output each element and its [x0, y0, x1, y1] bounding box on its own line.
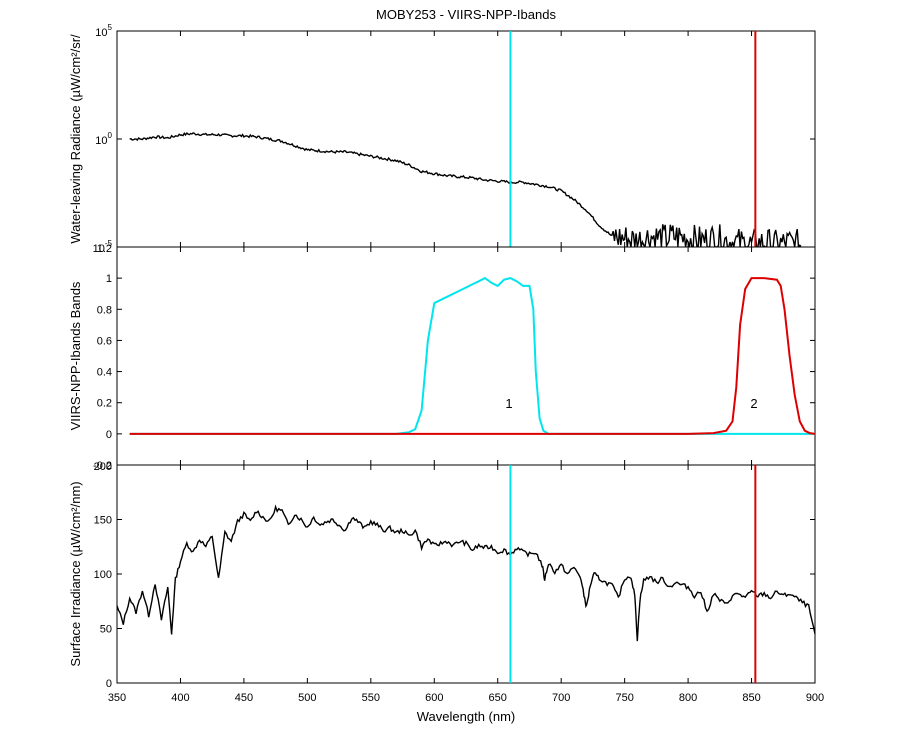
- radiance-series-line: [129, 132, 802, 250]
- radiance-y-tick-top: 105: [95, 23, 112, 39]
- irradiance-series-line: [116, 504, 816, 642]
- x-tick-label: 900: [806, 692, 824, 704]
- x-tick-label: 750: [615, 692, 633, 704]
- bands-y-tick-label: 0.2: [97, 398, 112, 410]
- x-tick-label: 350: [108, 692, 126, 704]
- band-2-annotation: 2: [750, 396, 757, 411]
- bands-y-tick-label: 1: [106, 273, 112, 285]
- irradiance-y-tick-label: 100: [94, 569, 112, 581]
- band-2-response-line: [129, 277, 816, 435]
- irradiance-y-tick-label: 0: [106, 678, 112, 690]
- radiance-y-tick-bottom: 10-5: [93, 239, 113, 255]
- bands-y-tick-label: 0.6: [97, 335, 112, 347]
- panel-bands-frame: [116, 246, 816, 466]
- x-tick-label: 650: [489, 692, 507, 704]
- panel-irradiance-frame: [116, 464, 816, 684]
- panel-radiance-frame: [116, 30, 816, 248]
- panel-radiance: 105 100 10-5 Water-leaving Radiance (µW/…: [68, 23, 816, 255]
- chart-title: MOBY253 - VIIRS-NPP-Ibands: [376, 7, 556, 22]
- x-tick-label: 550: [362, 692, 380, 704]
- x-tick-label: 400: [171, 692, 189, 704]
- irradiance-y-label: Surface Irradiance (µW/cm²/nm): [68, 481, 83, 666]
- bands-y-tick-label: 0.4: [97, 367, 112, 379]
- radiance-y-tick-mid: 100: [95, 131, 112, 147]
- irradiance-y-tick-top: 200: [94, 461, 112, 473]
- radiance-y-label: Water-leaving Radiance (µW/cm²/sr/: [68, 34, 83, 244]
- band-1-response-line: [129, 276, 815, 435]
- x-tick-label: 850: [742, 692, 760, 704]
- x-tick-label: 800: [679, 692, 697, 704]
- band-1-annotation: 1: [505, 396, 512, 411]
- x-tick-label: 450: [235, 692, 253, 704]
- x-tick-label: 700: [552, 692, 570, 704]
- irradiance-y-tick-label: 50: [100, 624, 112, 636]
- panel-bands: 0 0.2 0.4 0.6 0.8 1 1.2 -0.2 VIIRS-NPP-Ibands…: [68, 243, 816, 472]
- x-axis-label: Wavelength (nm): [417, 709, 516, 724]
- panel-irradiance: 0 50 100 150 200 Surface Irradiance (µW/cm²…: [68, 461, 816, 690]
- irradiance-y-tick-label: 150: [94, 515, 112, 527]
- bands-y-tick-label: 0: [106, 429, 112, 441]
- x-tick-label: 600: [425, 692, 443, 704]
- bands-y-label: VIIRS-NPP-Ibands Bands: [68, 281, 83, 430]
- x-tick-label: 500: [298, 692, 316, 704]
- bands-y-tick-label: 0.8: [97, 304, 112, 316]
- bands-y-tick-top: 1.2: [97, 243, 112, 255]
- bands-y-tick-bottom: -0.2: [93, 460, 112, 472]
